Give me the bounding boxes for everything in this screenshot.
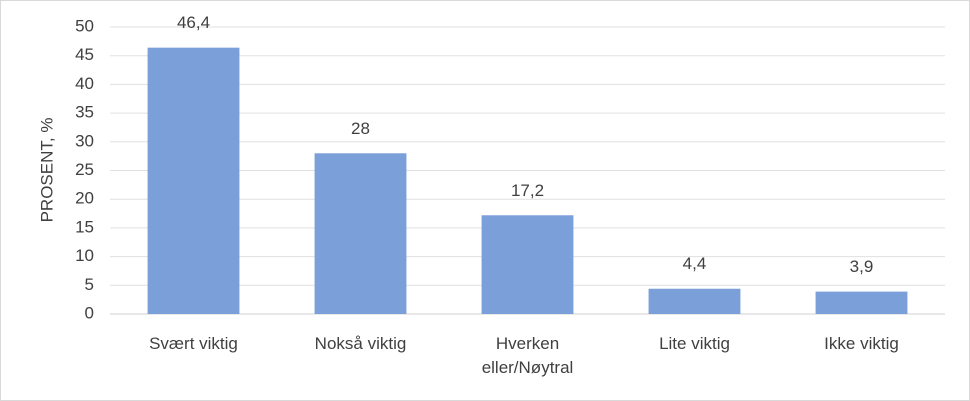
x-tick-label: Ikke viktig [824,334,899,353]
x-tick-label: Lite viktig [659,334,730,353]
value-label: 28 [351,119,370,138]
y-tick-label: 5 [85,275,94,294]
bar [314,153,407,314]
bar [481,215,574,314]
y-tick-label: 45 [75,45,94,64]
y-tick-label: 10 [75,246,94,265]
y-tick-label: 15 [75,217,94,236]
y-tick-label: 30 [75,131,94,150]
x-tick-label: Hverken eller/Nøytral [481,334,574,377]
value-label: 4,4 [683,254,707,273]
y-tick-label: 20 [75,189,94,208]
value-label: 17,2 [511,181,544,200]
bar [147,47,240,314]
y-axis-title: PROSENT, % [37,118,56,223]
y-tick-label: 40 [75,74,94,93]
x-tick-label: Nokså viktig [314,334,407,353]
x-tick-label: Svært viktig [149,334,238,353]
value-label: 46,4 [177,13,210,32]
value-label: 3,9 [850,257,874,276]
bar [815,291,908,314]
y-tick-label: 50 [75,16,94,35]
y-tick-label: 35 [75,103,94,122]
bar [648,288,741,314]
y-tick-label: 25 [75,160,94,179]
y-tick-label: 0 [85,303,94,322]
